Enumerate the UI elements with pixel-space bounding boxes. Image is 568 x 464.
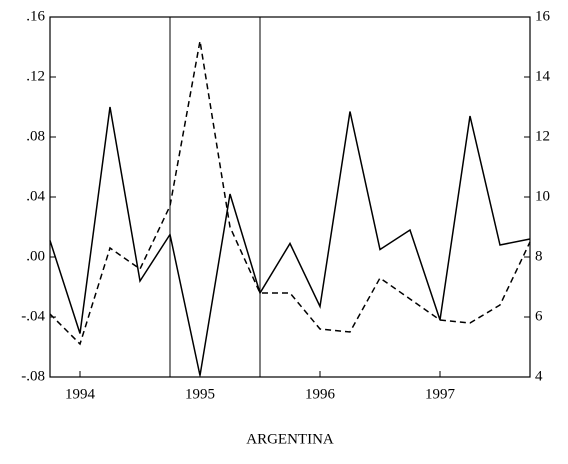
series-line xyxy=(49,40,531,346)
y-tick-label: .08 xyxy=(26,128,45,144)
y2-tick-label: 14 xyxy=(535,68,551,84)
chart-title: ARGENTINA xyxy=(246,431,334,447)
y2-tick-label: 16 xyxy=(535,8,551,24)
y2-tick-label: 8 xyxy=(535,248,543,264)
y-tick-label: -.08 xyxy=(21,368,45,384)
y2-tick-label: 6 xyxy=(535,308,543,324)
y-tick-label: -.04 xyxy=(21,308,45,324)
y2-tick-label: 10 xyxy=(535,188,550,204)
x-tick-label: 1996 xyxy=(305,386,336,402)
x-tick-label: 1995 xyxy=(185,386,215,402)
y2-tick-label: 12 xyxy=(535,128,550,144)
y-tick-label: .12 xyxy=(26,68,45,84)
x-tick-label: 1997 xyxy=(425,386,456,402)
y-tick-label: .00 xyxy=(26,248,45,264)
y2-tick-label: 4 xyxy=(535,368,543,384)
y-tick-label: .04 xyxy=(26,188,45,204)
series-line xyxy=(49,106,531,376)
y-tick-label: .16 xyxy=(26,8,45,24)
x-tick-label: 1994 xyxy=(65,386,96,402)
